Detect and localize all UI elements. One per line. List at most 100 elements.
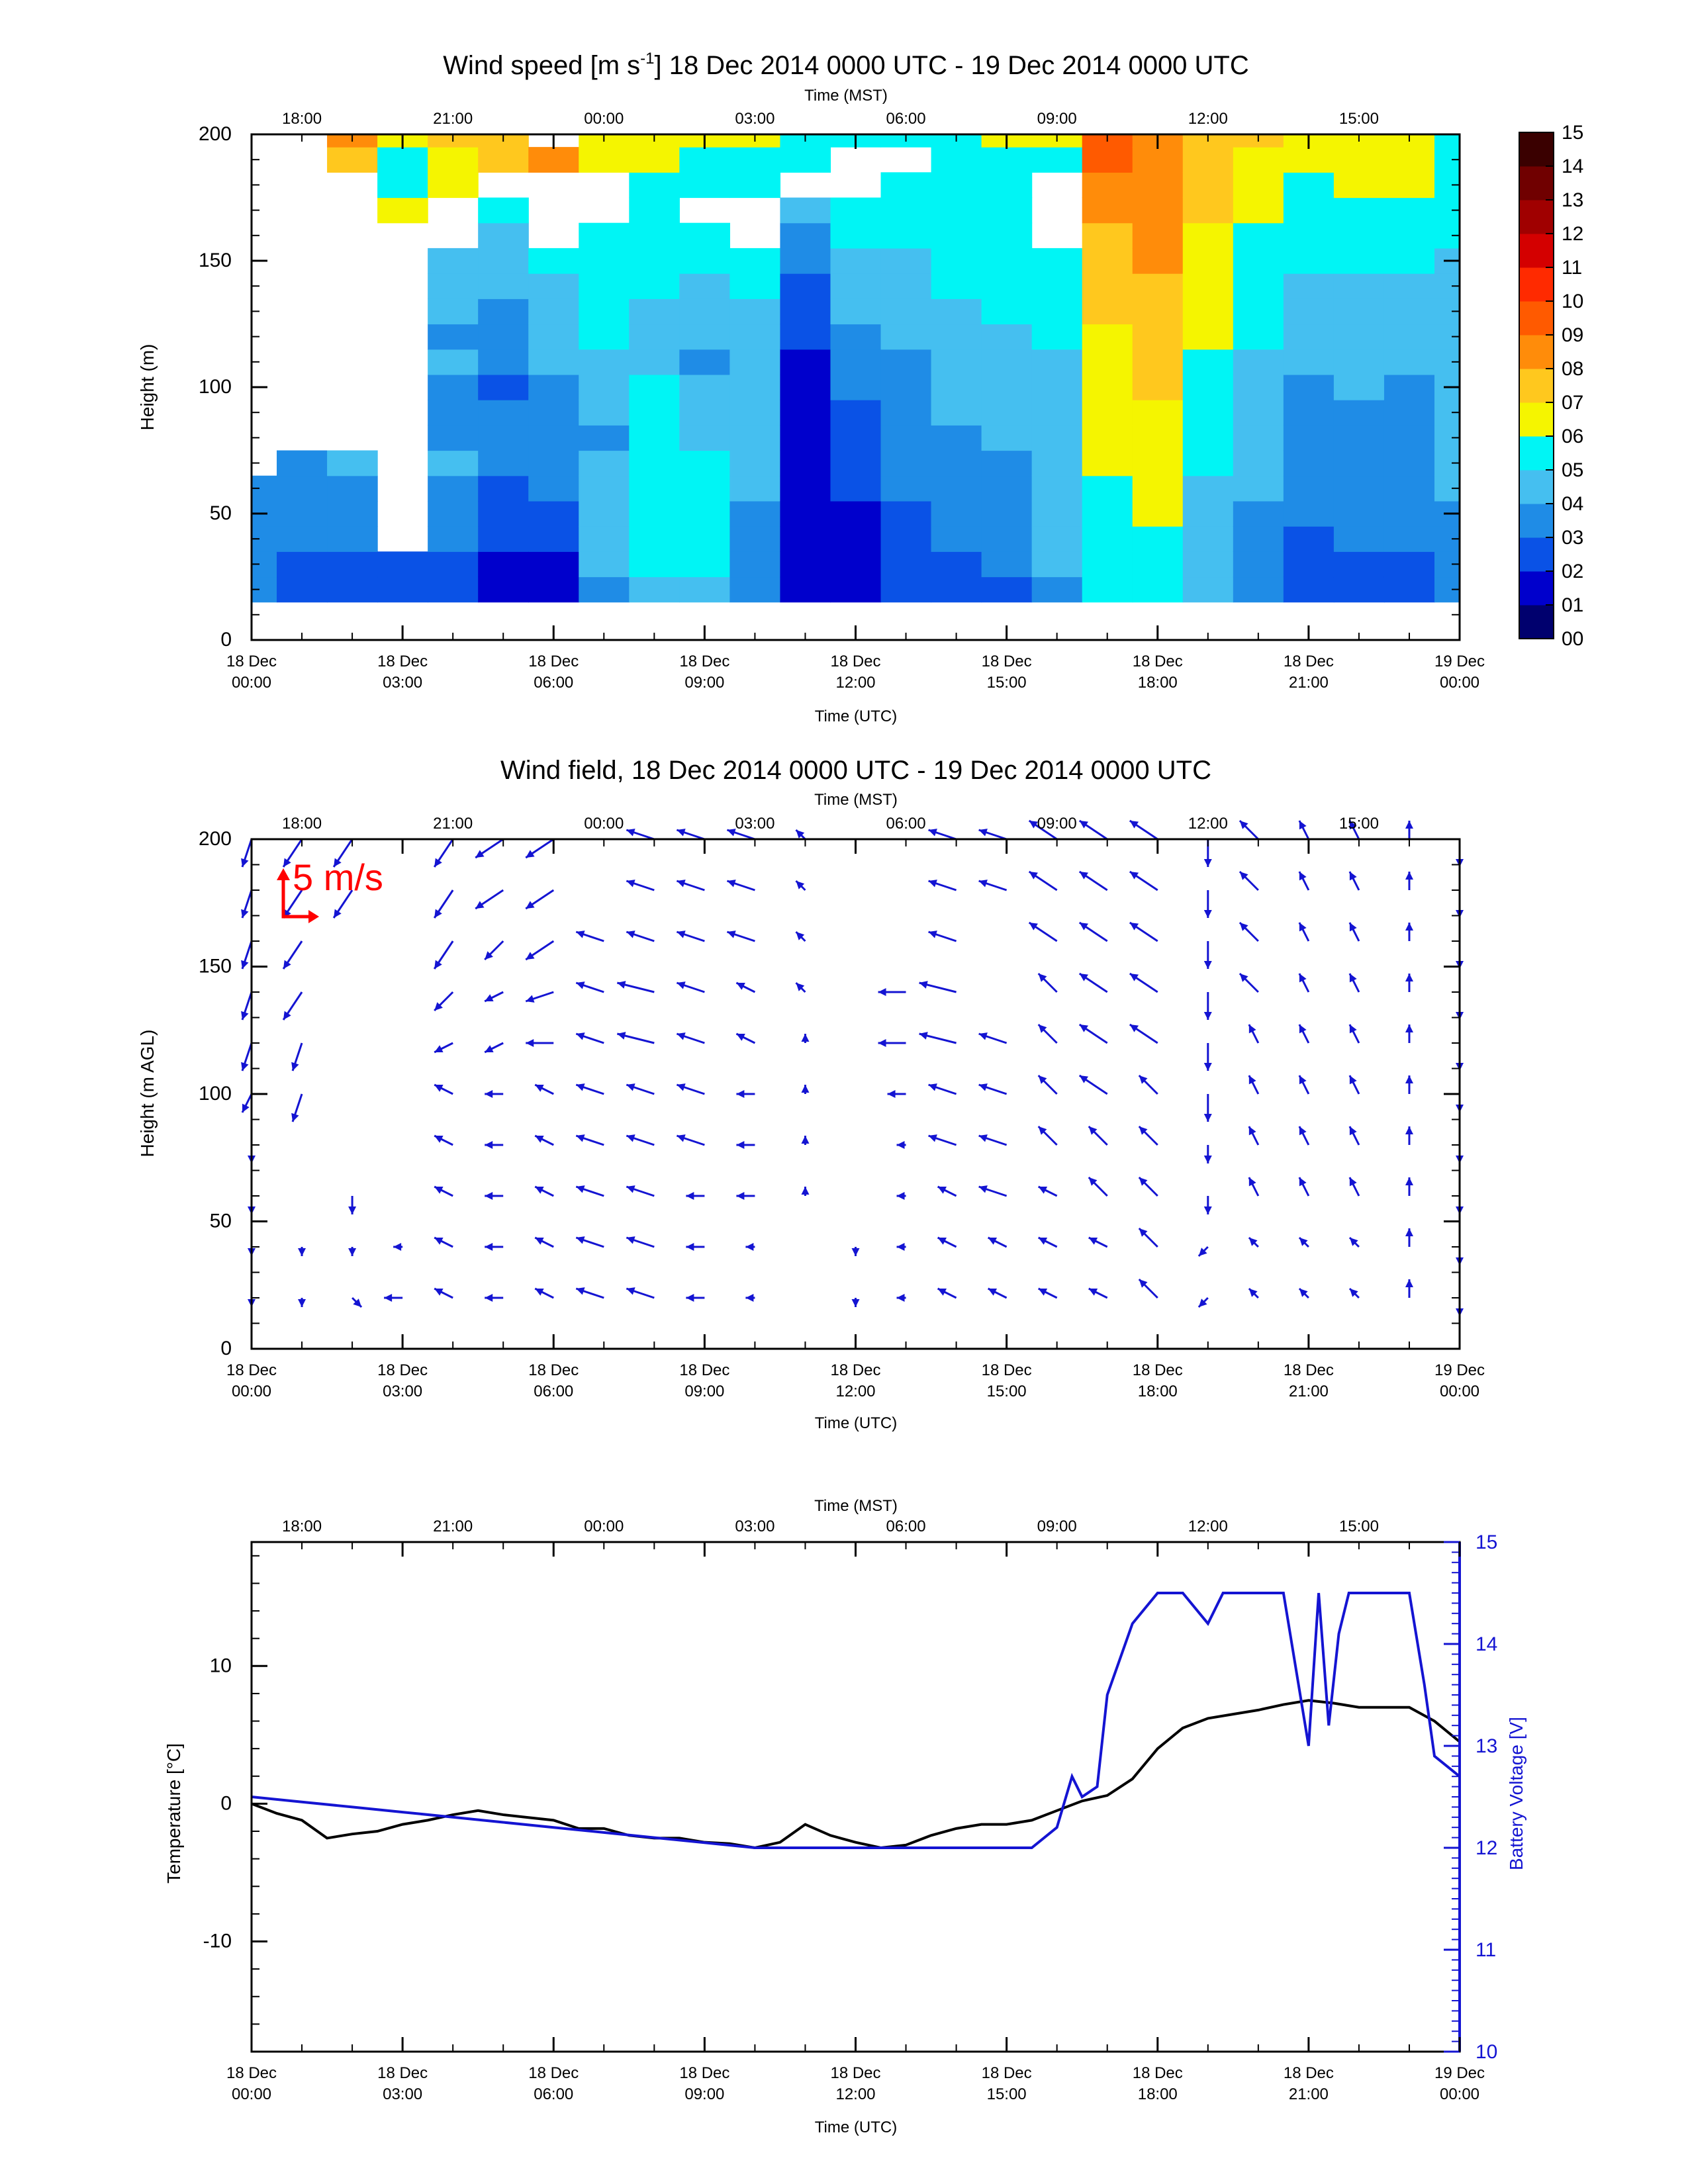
speed-cell <box>528 551 579 578</box>
height-tick-label: 50 <box>210 1210 232 1232</box>
speed-cell <box>528 526 579 552</box>
colorbar-swatch <box>1519 200 1554 234</box>
speed-cell <box>478 551 529 578</box>
speed-cell <box>729 526 781 552</box>
colorbar-label: 03 <box>1562 527 1583 549</box>
utc-tick-label-day: 18 Dec <box>1133 653 1183 670</box>
wind-vector-head <box>1349 974 1357 983</box>
colorbar-swatch <box>1519 402 1554 437</box>
wind-vector-head <box>291 1113 299 1122</box>
colorbar-label: 10 <box>1562 291 1583 312</box>
speed-cell <box>729 273 781 299</box>
speed-cell <box>1233 298 1284 325</box>
wind-vector-head <box>1203 1063 1212 1071</box>
speed-cell <box>1031 298 1083 325</box>
wind-vector-head <box>241 960 249 969</box>
mst-tick-label: 03:00 <box>735 1518 774 1535</box>
wind-vector-head <box>485 1192 493 1200</box>
speed-cell <box>1233 450 1284 477</box>
wind-vector-head <box>485 951 493 960</box>
speed-cell <box>880 500 932 527</box>
speed-cell <box>981 500 1033 527</box>
wind-vector-head <box>348 1248 357 1256</box>
wind-vector-head <box>896 1141 905 1149</box>
speed-cell <box>729 349 781 375</box>
utc-tick-label-day: 18 Dec <box>679 653 729 670</box>
speed-cell <box>880 273 932 299</box>
speed-cell <box>1233 374 1284 400</box>
speed-cell <box>478 349 529 375</box>
speed-cell <box>880 248 932 274</box>
speed-cell <box>478 147 529 173</box>
wind-vector-head <box>978 1083 988 1091</box>
speed-cell <box>1182 500 1234 527</box>
utc-tick-label-time: 21:00 <box>1289 2085 1329 2103</box>
wind-vector-head <box>1299 923 1307 932</box>
speed-cell <box>327 551 378 578</box>
speed-cell <box>1233 475 1284 502</box>
wind-vector-head <box>1248 1126 1256 1136</box>
speed-cell <box>629 324 680 350</box>
speed-cell <box>629 475 680 502</box>
speed-cell <box>377 172 428 199</box>
speed-cell <box>1383 551 1435 578</box>
wind-speed-axes: 0 50 100 150 200 18 Dec 00:00 18 Dec 03:00 18 Dec… <box>199 110 1485 692</box>
speed-cell <box>1233 324 1284 350</box>
speed-cell <box>830 349 882 375</box>
mst-tick-label: 09:00 <box>1037 110 1077 128</box>
wind-field-utc-axis-label: Time (UTC) <box>815 1414 897 1432</box>
speed-cell <box>377 147 428 173</box>
speed-cell <box>478 273 529 299</box>
utc-tick-label-time: 06:00 <box>534 674 573 692</box>
speed-cell <box>1283 450 1335 477</box>
wind-vector-head <box>727 931 736 938</box>
speed-cell <box>780 273 831 299</box>
mst-tick-label: 03:00 <box>735 110 774 128</box>
speed-cell <box>931 298 982 325</box>
wind-vector-head <box>745 1243 754 1251</box>
utc-tick-label-day: 18 Dec <box>377 653 428 670</box>
wind-vector-head <box>1203 1156 1212 1163</box>
wind-vector-head <box>1349 1289 1358 1297</box>
speed-cell <box>1333 374 1385 400</box>
temperature-line <box>251 1699 1461 1850</box>
colorbar-label: 04 <box>1562 493 1583 515</box>
speed-cell <box>1233 500 1284 527</box>
utc-tick-label-time: 00:00 <box>232 2085 271 2103</box>
wind-vector-head <box>1088 1126 1098 1135</box>
speed-cell <box>1434 134 1460 148</box>
speed-cell <box>579 400 630 426</box>
speed-cell <box>880 551 932 578</box>
speed-cell <box>1233 147 1284 173</box>
speed-cell <box>1031 374 1083 400</box>
wind-vector-head <box>1405 1279 1413 1287</box>
speed-cell <box>1283 298 1335 325</box>
wind-vector-head <box>978 829 988 837</box>
speed-cell <box>1132 500 1184 527</box>
speed-cell <box>277 526 328 552</box>
wind-vector-head <box>878 1039 886 1047</box>
speed-cell <box>528 248 579 274</box>
speed-cell <box>1333 324 1385 350</box>
speed-cell <box>981 248 1033 274</box>
speed-cell <box>277 551 328 578</box>
utc-tick-label-time: 12:00 <box>835 674 875 692</box>
mst-tick-label: 18:00 <box>282 110 322 128</box>
speed-cell <box>931 475 982 502</box>
speed-cell <box>1383 425 1435 451</box>
speed-cell <box>1333 475 1385 502</box>
speed-cell <box>1283 172 1335 199</box>
speed-cell <box>478 197 529 224</box>
speed-cell <box>478 248 529 274</box>
speed-cell <box>1082 324 1133 350</box>
speed-cell <box>1333 576 1385 603</box>
wind-vector-head <box>1079 1075 1089 1083</box>
speed-cell <box>729 500 781 527</box>
speed-cell <box>1233 576 1284 603</box>
speed-cell <box>1383 172 1435 199</box>
wind-vector-head <box>896 1192 905 1200</box>
speed-cell <box>629 197 680 224</box>
wind-vector-head <box>727 880 736 887</box>
height-tick-label: 0 <box>220 1338 232 1359</box>
